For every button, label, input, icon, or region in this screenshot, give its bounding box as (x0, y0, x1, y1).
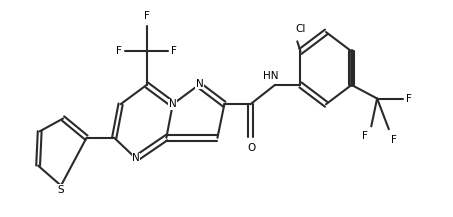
Text: F: F (406, 94, 412, 104)
Text: F: F (171, 46, 177, 56)
Text: F: F (362, 131, 368, 141)
Text: N: N (196, 79, 204, 89)
Text: S: S (58, 185, 64, 195)
Text: N: N (132, 153, 140, 163)
Text: Cl: Cl (295, 24, 306, 34)
Text: F: F (391, 135, 397, 145)
Text: F: F (116, 46, 122, 56)
Text: F: F (144, 11, 149, 21)
Text: N: N (169, 99, 177, 109)
Text: HN: HN (263, 71, 279, 81)
Text: O: O (247, 143, 255, 153)
